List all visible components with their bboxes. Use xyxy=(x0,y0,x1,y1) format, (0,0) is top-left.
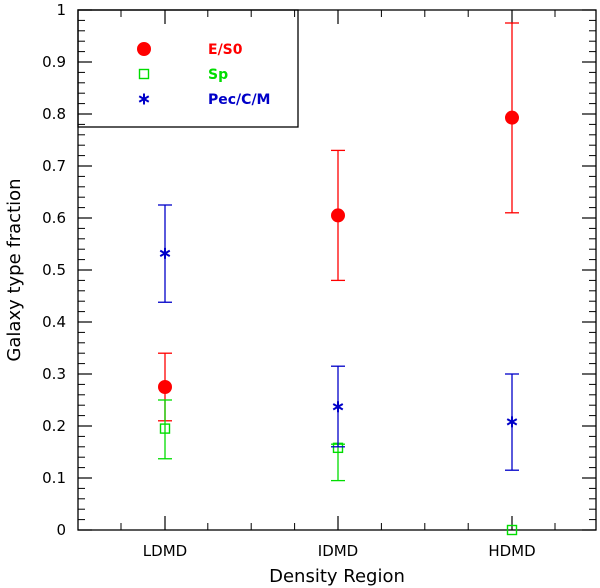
y-tick-label: 0 xyxy=(56,521,66,539)
x-axis-title: Density Region xyxy=(269,566,405,587)
data-point-e-s0 xyxy=(331,208,345,223)
series-layer xyxy=(158,22,519,536)
y-axis-title: Galaxy type fraction xyxy=(4,178,25,361)
y-tick-label: 0.3 xyxy=(42,365,66,383)
x-tick-label: HDMD xyxy=(488,542,535,560)
data-point-sp xyxy=(506,524,518,536)
data-point-e-s0 xyxy=(158,380,172,394)
y-tick-label: 0.9 xyxy=(42,53,66,71)
legend-label-e-s0: E/S0 xyxy=(208,42,243,58)
x-tick-labels: LDMD IDMD HDMD xyxy=(143,542,536,560)
data-point-pec-c-m xyxy=(506,416,518,428)
asterisk-stroke xyxy=(159,249,171,257)
y-tick-label: 0.6 xyxy=(42,209,66,227)
legend: E/S0 Sp Pec/C/M xyxy=(137,42,271,108)
asterisk-stroke xyxy=(138,95,150,103)
y-tick-label: 1 xyxy=(56,1,66,19)
y-tick-label: 0.2 xyxy=(42,417,66,435)
legend-label-pec-c-m: Pec/C/M xyxy=(208,92,271,108)
asterisk-stroke xyxy=(332,403,344,411)
legend-marker-e-s0 xyxy=(137,42,151,56)
legend-marker-sp xyxy=(138,68,150,80)
y-tick-label: 0.8 xyxy=(42,105,66,123)
data-point-pec-c-m xyxy=(159,247,171,259)
y-tick-labels: 0 0.1 0.2 0.3 0.4 0.5 0.6 0.7 0.8 0.9 1 xyxy=(42,1,66,539)
asterisk-stroke xyxy=(506,418,518,426)
y-tick-label: 0.7 xyxy=(42,157,66,175)
data-point-pec-c-m xyxy=(332,401,344,413)
data-point-sp xyxy=(159,423,171,434)
x-tick-label: IDMD xyxy=(318,542,358,560)
y-tick-label: 0.4 xyxy=(42,313,66,331)
y-tick-label: 0.5 xyxy=(42,261,66,279)
data-point-e-s0 xyxy=(505,110,519,125)
axis-ticks xyxy=(78,9,596,531)
legend-label-sp: Sp xyxy=(208,67,228,83)
legend-marker-pec-c-m xyxy=(138,93,150,105)
y-tick-label: 0.1 xyxy=(42,469,66,487)
legend-box xyxy=(77,9,299,128)
x-tick-label: LDMD xyxy=(143,542,187,560)
